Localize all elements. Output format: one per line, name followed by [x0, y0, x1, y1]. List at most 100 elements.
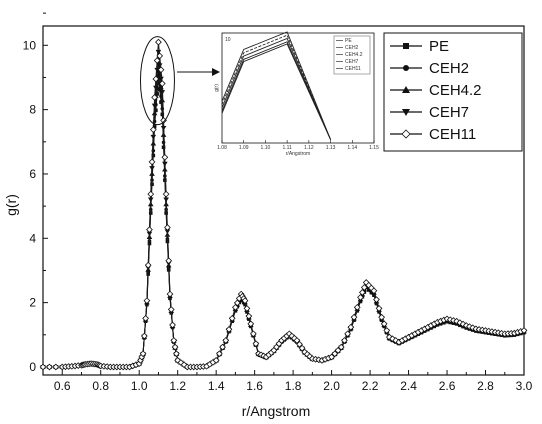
- marker-diamond: [347, 323, 355, 331]
- marker-diamond: [169, 321, 176, 329]
- marker-diamond: [247, 320, 255, 328]
- inset-series-line: [221, 41, 332, 140]
- marker-diamond: [142, 315, 149, 322]
- marker-diamond: [245, 312, 253, 320]
- inset-y-label: g(r): [214, 84, 220, 92]
- marker-triangle-up: [402, 86, 410, 93]
- marker-diamond: [341, 337, 348, 344]
- marker-diamond: [225, 326, 233, 333]
- plot-area: [42, 25, 525, 376]
- marker-diamond: [456, 319, 464, 327]
- marker-diamond: [139, 350, 147, 358]
- x-tick-label: 2.0: [323, 379, 340, 393]
- marker-triangle-down: [155, 49, 162, 55]
- marker-diamond: [212, 356, 220, 364]
- x-tick-label: 0.6: [54, 379, 71, 393]
- legend: PE CEH2 CEH4.2 CEH7 CEH11: [383, 32, 523, 152]
- marker-diamond: [146, 226, 153, 234]
- x-tick-label: 2.8: [477, 379, 494, 393]
- marker-diamond: [383, 327, 391, 334]
- zoom-callout: [139, 36, 220, 126]
- x-tick-label: 3.0: [516, 379, 533, 393]
- x-tick-label: 0.8: [92, 379, 109, 393]
- marker-diamond: [153, 57, 161, 64]
- x-tick-label: 1.0: [131, 379, 148, 393]
- marker-diamond: [243, 305, 251, 312]
- peak-ellipse: [139, 36, 175, 126]
- y-tick-label: 6: [29, 167, 36, 181]
- marker-diamond: [389, 335, 396, 343]
- marker-triangle-down: [153, 85, 159, 91]
- inset-series-line: [221, 34, 332, 140]
- marker-diamond: [158, 80, 166, 87]
- marker-diamond: [173, 350, 180, 358]
- marker-diamond: [296, 340, 303, 348]
- inset-legend-label: PE: [345, 38, 352, 44]
- inset-y-tick-label: 10: [225, 37, 231, 43]
- marker-diamond: [147, 190, 155, 198]
- inset-x-tick-label: 1.08: [217, 145, 227, 151]
- marker-diamond: [298, 344, 306, 352]
- x-tick-label: 1.4: [208, 379, 225, 393]
- inset-x-tick-label: 1.09: [239, 145, 249, 151]
- marker-diamond: [151, 94, 158, 101]
- y-axis: 0 2 4 6 8 10: [23, 12, 48, 374]
- x-axis-label: r/Angstrom: [242, 403, 310, 419]
- marker-diamond: [373, 296, 380, 303]
- marker-diamond: [164, 224, 171, 231]
- marker-diamond: [157, 66, 165, 74]
- marker-diamond: [149, 126, 157, 134]
- inset-series-line: [221, 37, 332, 140]
- marker-diamond: [252, 340, 260, 348]
- marker-diamond: [166, 290, 174, 298]
- marker-diamond: [360, 284, 368, 291]
- marker-diamond: [167, 306, 175, 313]
- marker-diamond: [162, 190, 170, 198]
- legend-label: CEH4.2: [429, 82, 482, 99]
- marker-diamond: [161, 153, 169, 161]
- marker-diamond: [232, 303, 239, 311]
- x-tick-label: 1.6: [246, 379, 263, 393]
- marker-diamond: [143, 297, 151, 305]
- x-tick-label: 2.4: [400, 379, 417, 393]
- marker-diamond: [174, 356, 182, 364]
- marker-diamond: [156, 52, 164, 60]
- legend-label: CEH2: [429, 60, 469, 77]
- marker-triangle-down: [402, 109, 410, 116]
- series-ceh11: [39, 38, 528, 371]
- plot-border: [42, 25, 525, 376]
- legend-label: CEH7: [429, 104, 469, 121]
- x-tick-label: 2.6: [439, 379, 456, 393]
- inset-x-tick-label: 1.11: [282, 145, 292, 151]
- marker-diamond: [462, 322, 470, 329]
- marker-diamond: [216, 350, 223, 358]
- inset-legend-label: CEH2: [345, 45, 359, 51]
- marker-diamond: [459, 320, 467, 328]
- inset-x-label: r/Angstrom: [286, 151, 310, 157]
- marker-diamond: [140, 332, 148, 340]
- x-tick-label: 1.8: [285, 379, 302, 393]
- inset-x-tick-label: 1.14: [347, 145, 357, 151]
- marker-diamond: [331, 350, 339, 358]
- marker-diamond: [165, 257, 173, 265]
- inset-x-tick-label: 1.12: [304, 145, 314, 151]
- marker-diamond: [337, 343, 345, 351]
- inset-x-tick-label: 1.10: [261, 145, 271, 151]
- marker-diamond: [357, 294, 364, 301]
- marker-diamond: [334, 347, 342, 354]
- marker-diamond: [170, 337, 178, 344]
- marker-square: [156, 75, 161, 80]
- marker-square: [157, 87, 162, 92]
- callout-arrowhead: [212, 68, 220, 76]
- marker-diamond: [219, 343, 226, 351]
- marker-triangle-down: [158, 76, 164, 82]
- marker-diamond: [171, 343, 179, 351]
- marker-diamond: [180, 361, 188, 369]
- x-tick-label: 1.2: [169, 379, 186, 393]
- marker-diamond: [469, 324, 477, 332]
- marker-diamond: [46, 363, 53, 371]
- inset-legend-label: CEH11: [345, 66, 361, 72]
- y-axis-label: g(r): [3, 194, 19, 216]
- marker-diamond: [233, 299, 241, 307]
- x-tick-label: 2.2: [362, 379, 379, 393]
